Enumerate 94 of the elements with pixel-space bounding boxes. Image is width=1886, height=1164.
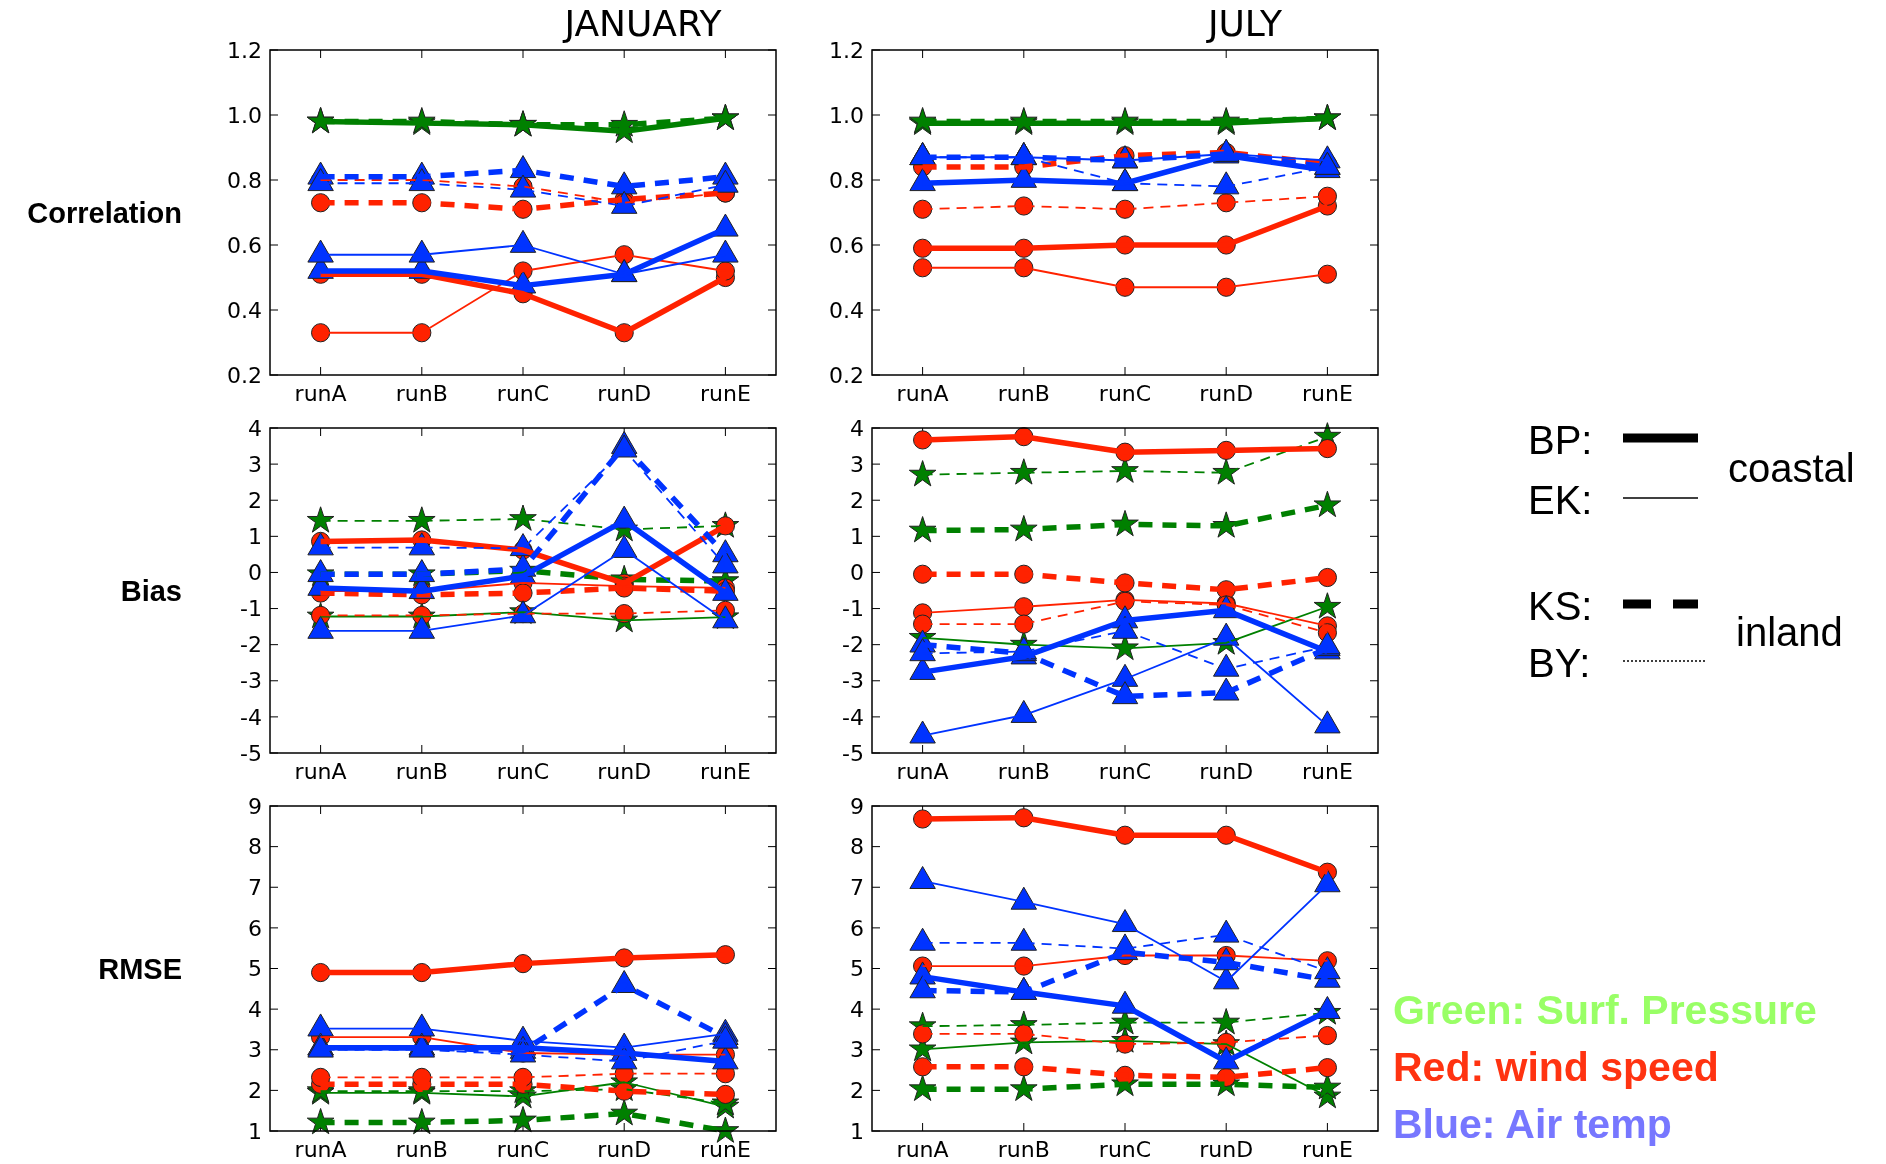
x-tick-label: runA [294,1137,347,1162]
y-tick-label: 1 [850,1118,864,1144]
y-tick-label: 0 [850,560,864,586]
y-tick-label: 0.4 [227,297,262,323]
x-tick-label: runB [997,1137,1050,1162]
y-tick-label: 6 [248,915,262,941]
x-tick-label: runA [294,759,347,784]
y-tick-label: -5 [240,740,262,766]
y-axis-title: Correlation [27,196,182,229]
x-tick-label: runB [395,1137,448,1162]
y-axis-title: Bias [120,574,182,607]
x-tick-label: runC [496,381,550,406]
y-tick-label: 5 [850,956,864,982]
x-tick-label: runB [997,759,1050,784]
chart-title: JANUARY [562,3,723,44]
y-tick-label: 8 [850,834,864,860]
x-tick-label: runC [496,1137,550,1162]
y-tick-label: 2 [248,487,262,513]
x-tick-label: runE [1301,1137,1353,1162]
y-tick-label: 0.8 [227,167,262,193]
text: coastal [1728,446,1855,490]
y-tick-label: -1 [842,596,864,622]
x-tick-label: runD [597,381,652,406]
x-tick-label: runA [896,1137,949,1162]
y-tick-label: -3 [842,668,864,694]
x-tick-label: runD [1199,1137,1254,1162]
y-tick-label: -2 [240,632,262,658]
y-tick-label: 0 [248,560,262,586]
x-tick-label: runA [896,381,949,406]
y-tick-label: 8 [248,834,262,860]
x-tick-label: runC [1098,1137,1152,1162]
y-tick-label: 1.2 [227,37,262,63]
x-tick-label: runE [699,381,751,406]
y-tick-label: 3 [850,1037,864,1063]
y-tick-label: -4 [240,704,262,730]
x-tick-label: runE [699,759,751,784]
y-tick-label: 3 [248,1037,262,1063]
y-tick-label: 7 [850,874,864,900]
y-tick-label: 1.2 [829,37,864,63]
chart-title: JULY [1205,3,1284,44]
y-tick-label: 0.8 [829,167,864,193]
x-tick-label: runB [395,381,448,406]
text: Blue: Air temp [1393,1101,1672,1147]
text: Green: Surf. Pressure [1393,987,1817,1033]
y-tick-label: 2 [850,487,864,513]
y-tick-label: -4 [842,704,864,730]
y-tick-label: 3 [850,451,864,477]
y-tick-label: -1 [240,596,262,622]
y-tick-label: 0.6 [829,232,864,258]
y-tick-label: 4 [248,415,262,441]
y-tick-label: 2 [850,1078,864,1104]
y-tick-label: 6 [850,915,864,941]
x-tick-label: runD [1199,759,1254,784]
y-axis-title: RMSE [98,952,182,985]
y-tick-label: -3 [240,668,262,694]
y-tick-label: 4 [850,996,864,1022]
x-tick-label: runD [597,1137,652,1162]
y-tick-label: 1 [248,1118,262,1144]
text: EK: [1528,478,1593,522]
x-tick-label: runC [1098,759,1152,784]
y-tick-label: -5 [842,740,864,766]
y-tick-label: 2 [248,1078,262,1104]
y-tick-label: 0.4 [829,297,864,323]
y-tick-label: 1.0 [829,102,864,128]
x-tick-label: runD [597,759,652,784]
y-tick-label: 0.2 [829,362,864,388]
y-tick-label: 5 [248,956,262,982]
y-tick-label: 1 [248,524,262,550]
y-tick-label: 1.0 [227,102,262,128]
x-tick-label: runB [395,759,448,784]
x-tick-label: runE [1301,759,1353,784]
y-tick-label: 0.2 [227,362,262,388]
text: KS: [1528,584,1593,628]
x-tick-label: runE [1301,381,1353,406]
x-tick-label: runD [1199,381,1254,406]
y-tick-label: 0.6 [227,232,262,258]
y-tick-label: 9 [248,793,262,819]
y-tick-label: 7 [248,874,262,900]
x-tick-label: runE [699,1137,751,1162]
y-tick-label: 4 [248,996,262,1022]
text: BP: [1528,418,1593,462]
y-tick-label: 4 [850,415,864,441]
text: BY: [1528,641,1591,685]
text: inland [1736,610,1843,654]
text: Red: wind speed [1393,1044,1719,1090]
x-tick-label: runC [1098,381,1152,406]
y-tick-label: 1 [850,524,864,550]
y-tick-label: 9 [850,793,864,819]
x-tick-label: runA [896,759,949,784]
y-tick-label: 3 [248,451,262,477]
x-tick-label: runA [294,381,347,406]
y-tick-label: -2 [842,632,864,658]
x-tick-label: runB [997,381,1050,406]
x-tick-label: runC [496,759,550,784]
